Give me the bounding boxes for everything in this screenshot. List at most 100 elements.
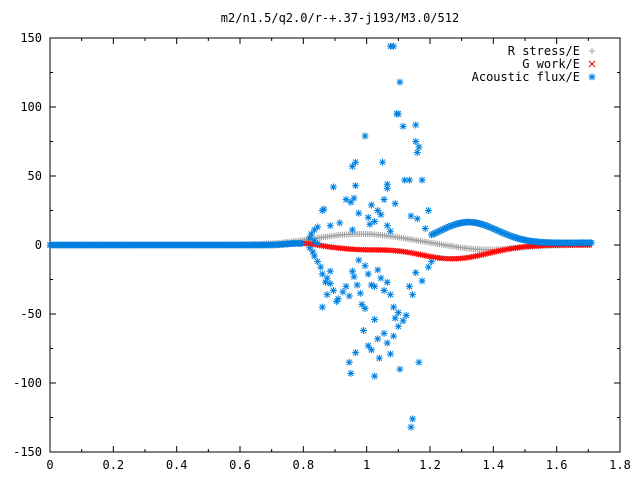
acoustic-point: [418, 176, 426, 184]
x-tick-label: 1: [363, 458, 370, 472]
acoustic-point: [371, 282, 379, 290]
acoustic-point: [353, 281, 361, 289]
x-tick-label: 0: [46, 458, 53, 472]
acoustic-point: [364, 270, 372, 278]
x-tick-label: 0.6: [229, 458, 251, 472]
acoustic-point: [364, 342, 372, 350]
acoustic-point: [361, 304, 369, 312]
acoustic-point: [323, 291, 331, 299]
acoustic-point: [345, 358, 353, 366]
acoustic-point: [432, 229, 440, 237]
acoustic-point: [342, 195, 350, 203]
acoustic-point: [481, 221, 489, 229]
acoustic-point: [347, 198, 355, 206]
acoustic-point: [415, 143, 423, 151]
acoustic-point: [307, 230, 315, 238]
acoustic-point: [326, 222, 334, 230]
acoustic-point: [348, 226, 356, 234]
acoustic-point: [334, 295, 342, 303]
acoustic-point: [418, 277, 426, 285]
acoustic-point: [320, 205, 328, 213]
acoustic-point: [345, 292, 353, 300]
acoustic-point: [443, 223, 451, 231]
acoustic-point: [412, 138, 420, 145]
acoustic-point: [429, 230, 437, 238]
acoustic-point: [323, 274, 331, 282]
acoustic-point: [310, 226, 318, 234]
acoustic-point: [391, 200, 399, 208]
legend-marker: [588, 73, 596, 81]
acoustic-point: [356, 289, 364, 297]
acoustic-point: [434, 228, 442, 236]
acoustic-point: [405, 282, 413, 290]
acoustic-point: [440, 225, 448, 233]
acoustic-point: [380, 329, 388, 337]
acoustic-point: [405, 176, 413, 184]
x-tick-label: 0.8: [292, 458, 314, 472]
acoustic-point: [364, 213, 372, 221]
acoustic-point: [318, 270, 326, 278]
acoustic-point: [383, 222, 391, 230]
x-tick-label: 0.4: [166, 458, 188, 472]
acoustic-point: [508, 233, 516, 241]
acoustic-point: [298, 239, 306, 247]
acoustic-point: [352, 349, 360, 357]
acoustic-point: [322, 278, 329, 286]
acoustic-point: [409, 291, 417, 299]
acoustic-point: [360, 327, 367, 335]
acoustic-point: [350, 194, 358, 202]
x-tick-label: 0.2: [102, 458, 124, 472]
acoustic-point: [437, 226, 445, 234]
acoustic-point: [375, 354, 383, 362]
acoustic-point: [383, 180, 391, 188]
acoustic-point: [377, 274, 385, 282]
acoustic-point: [448, 221, 456, 229]
acoustic-point: [306, 244, 314, 252]
acoustic-point: [318, 303, 326, 311]
acoustic-point: [399, 317, 407, 325]
acoustic-point: [329, 183, 337, 191]
legend-label: R stress/E: [508, 44, 580, 58]
legend-marker: [589, 48, 595, 54]
acoustic-point: [412, 121, 420, 129]
acoustic-point: [386, 350, 394, 358]
acoustic-point: [314, 223, 322, 231]
acoustic-point: [396, 365, 404, 373]
acoustic-point: [358, 300, 366, 308]
acoustic-point: [499, 229, 507, 237]
y-tick-label: -50: [20, 307, 42, 321]
legend-marker: [588, 60, 596, 68]
acoustic-point: [450, 221, 458, 229]
acoustic-point: [367, 201, 375, 209]
acoustic-point: [383, 278, 391, 286]
acoustic-point: [394, 309, 402, 317]
acoustic-point: [336, 219, 344, 227]
acoustic-point: [439, 226, 447, 234]
acoustic-point: [347, 369, 355, 377]
acoustic-point: [386, 42, 394, 50]
acoustic-point: [428, 231, 436, 239]
acoustic-point: [317, 263, 325, 271]
acoustic-point: [386, 227, 394, 235]
y-tick-label: -100: [13, 376, 42, 390]
acoustic-point: [486, 223, 494, 231]
acoustic-point: [326, 267, 334, 275]
acoustic-point: [333, 298, 341, 306]
acoustic-point: [391, 314, 399, 322]
acoustic-point: [348, 267, 356, 275]
acoustic-point: [380, 195, 388, 203]
y-tick-label: 150: [20, 31, 42, 45]
axes: 0 0.2 0.4 0.6 0.8 1 1.2 1.4 1.6 1.8 150 100 50 0 -50 -1…: [13, 31, 631, 472]
acoustic-point: [447, 222, 455, 230]
acoustic-point: [588, 239, 595, 247]
acoustic-point: [377, 211, 385, 219]
y-tick-label: 100: [20, 100, 42, 114]
acoustic-point: [310, 252, 318, 260]
acoustic-point: [396, 78, 404, 86]
acoustic-point: [367, 281, 375, 289]
acoustic-point: [309, 248, 317, 256]
y-tick-label: 0: [35, 238, 42, 252]
chart-title: m2/n1.5/q2.0/r-+.37-j193/M3.0/512: [221, 11, 459, 25]
x-tick-label: 1.2: [419, 458, 441, 472]
